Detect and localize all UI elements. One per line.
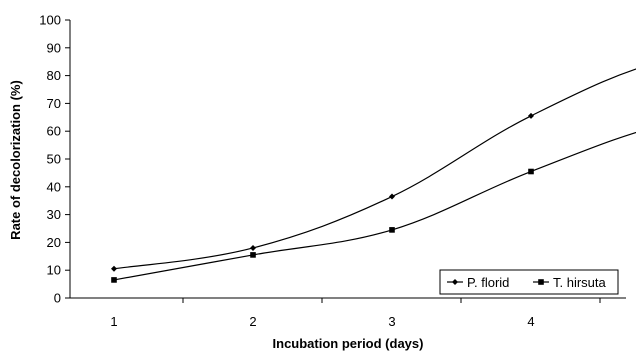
x-tick-label: 4: [527, 314, 534, 329]
x-axis-ticks: 123456: [110, 298, 601, 329]
square-point: [250, 252, 256, 258]
y-tick-label: 0: [54, 291, 61, 306]
x-tick-label: 2: [249, 314, 256, 329]
legend: P. florid T. hirsuta: [439, 269, 619, 295]
y-tick-label: 40: [47, 179, 61, 194]
square-point: [528, 168, 534, 175]
series-p-florid: [111, 68, 636, 272]
diamond-legend-icon: [452, 279, 458, 285]
diamond-point: [250, 244, 256, 251]
square-point: [111, 277, 117, 283]
y-tick-label: 100: [39, 13, 61, 28]
x-axis-title: Incubation period (days): [273, 336, 424, 351]
legend-item: T. hirsuta: [533, 275, 607, 290]
legend-box: [439, 269, 619, 295]
y-tick-label: 80: [47, 68, 61, 83]
series-line: [113, 68, 636, 270]
legend-label: T. hirsuta: [553, 275, 607, 290]
y-tick-label: 60: [47, 124, 61, 139]
plot-area: [69, 20, 626, 299]
diamond-point: [528, 112, 534, 119]
series-line: [113, 131, 636, 281]
diamond-point: [111, 265, 117, 272]
y-tick-label: 70: [47, 96, 61, 111]
diamond-point: [389, 193, 395, 200]
x-tick-label: 1: [110, 314, 117, 329]
legend-label: P. florid: [467, 275, 509, 290]
y-tick-label: 10: [47, 263, 61, 278]
series-t-hirsuta: [111, 131, 636, 283]
y-tick-label: 30: [47, 207, 61, 222]
y-axis-ticks: 0 10 20 30 40 50 60 70 80 90 100: [39, 13, 70, 306]
y-tick-label: 90: [47, 40, 61, 55]
x-tick-label: 3: [388, 314, 395, 329]
legend-item: P. florid: [447, 275, 509, 290]
series-layer: [111, 68, 636, 283]
y-tick-label: 20: [47, 235, 61, 250]
square-legend-icon: [538, 279, 544, 285]
y-tick-label: 50: [47, 152, 61, 167]
square-point: [389, 227, 395, 233]
y-axis-title: Rate of decolorization (%): [8, 80, 23, 240]
